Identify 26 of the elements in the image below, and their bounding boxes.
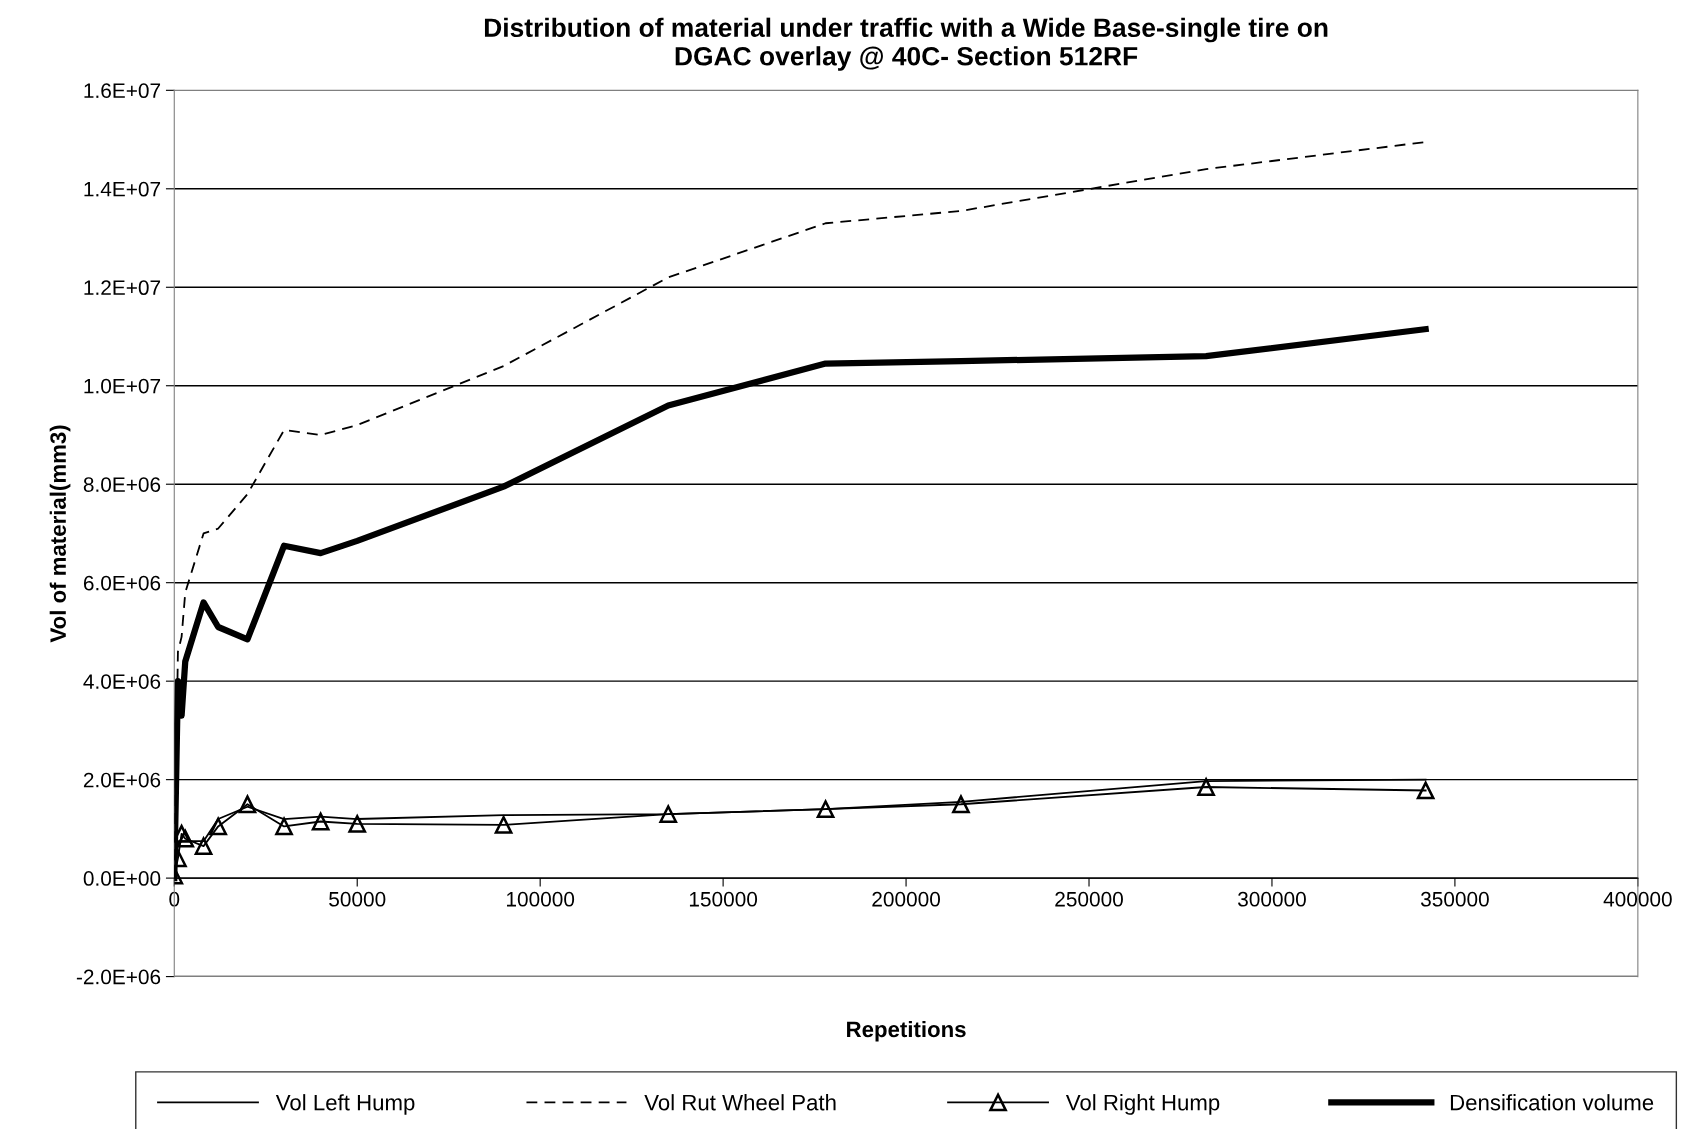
- x-tick-label: 200000: [872, 891, 941, 907]
- y-tick-label: 2.0E+06: [83, 772, 161, 788]
- y-axis-title: Vol of material(mm3): [49, 425, 71, 643]
- y-tick-label: 4.0E+06: [83, 674, 161, 689]
- y-tick-label: -2.0E+06: [76, 969, 161, 985]
- x-tick-label: 50000: [329, 891, 386, 907]
- x-tick-label: 100000: [507, 891, 575, 907]
- y-tick-label: 6.0E+06: [83, 575, 161, 591]
- y-tick-label: 1.4E+07: [84, 181, 161, 197]
- legend-label: Densification volume: [1450, 1094, 1654, 1111]
- y-tick-label: 1.2E+07: [84, 280, 161, 296]
- y-tick-label: 8.0E+06: [83, 477, 161, 492]
- legend-label: Vol Right Hump: [1065, 1094, 1220, 1115]
- x-tick-label: 150000: [689, 891, 758, 907]
- y-tick-label: 1.0E+07: [84, 378, 161, 394]
- x-tick-label: 350000: [1420, 891, 1489, 907]
- chart-title: Distribution of material under traffic with a Wide Base-single tire on DGAC overlay @ 40C- Section 512RF: [484, 17, 1328, 71]
- x-tick-label: 400000: [1603, 891, 1672, 907]
- y-tick-label: 0.0E+00: [83, 871, 161, 886]
- legend-label: Vol Rut Wheel Path: [644, 1094, 836, 1111]
- x-tick-label: 300000: [1238, 891, 1306, 907]
- x-axis-title: Repetitions: [847, 1020, 966, 1042]
- y-tick-label: 1.6E+07: [84, 83, 161, 99]
- legend-label: Vol Left Hump: [275, 1094, 415, 1115]
- x-tick-label: 0: [169, 891, 180, 907]
- x-tick-label: 250000: [1055, 891, 1123, 907]
